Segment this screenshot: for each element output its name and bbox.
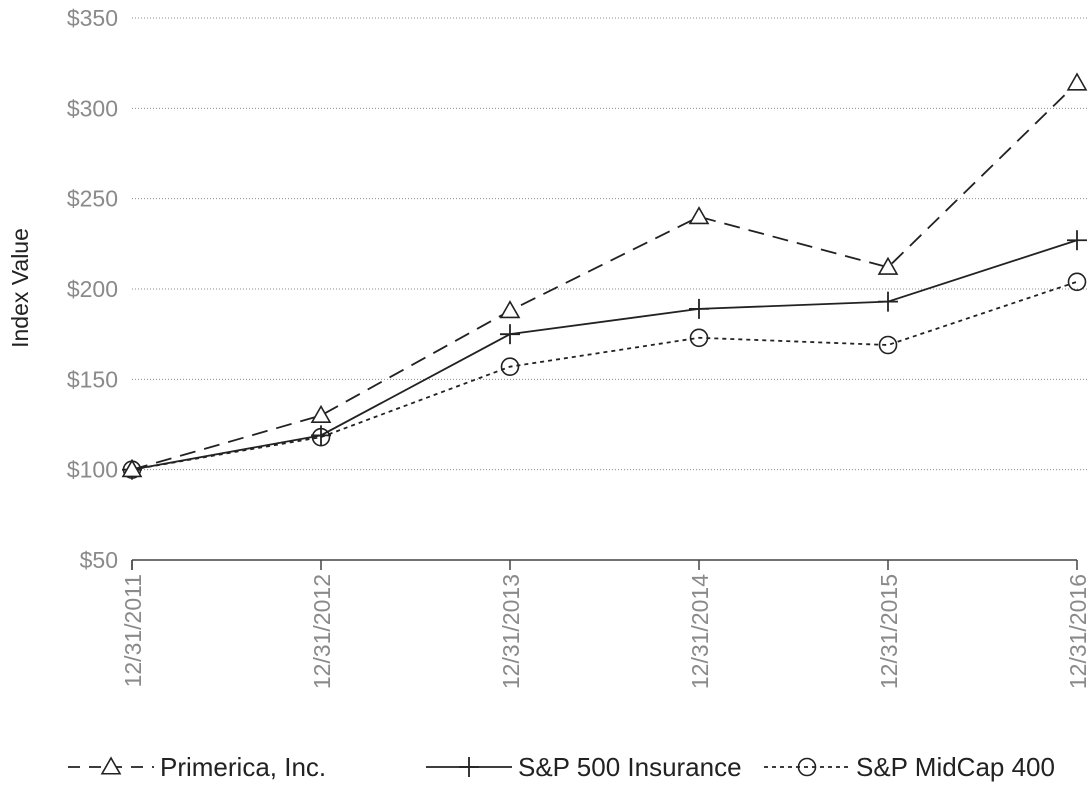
data-point-triangle: [877, 256, 899, 275]
data-point-plus: [311, 425, 331, 446]
x-tick-label: 12/31/2015: [876, 574, 902, 689]
x-tick-label: 12/31/2014: [687, 574, 713, 689]
series-line-plus: [131, 239, 1078, 471]
legend-marker-triangle: [100, 756, 122, 775]
axes: [131, 559, 1078, 570]
data-point-circle: [689, 328, 709, 348]
x-tick-label: 12/31/2012: [309, 574, 335, 689]
data-point-circle: [500, 357, 520, 376]
data-point-triangle: [499, 300, 521, 319]
y-tick-label: $150: [67, 366, 118, 392]
data-point-triangle: [121, 459, 143, 478]
y-axis-title: Index Value: [7, 228, 33, 348]
y-tick-label: $100: [67, 457, 118, 483]
legend-marker-plus: [459, 757, 479, 777]
data-point-circle: [1067, 272, 1087, 292]
y-tick-label: $200: [67, 276, 118, 302]
data-point-plus: [1067, 230, 1087, 251]
y-tick-label: $250: [67, 186, 118, 212]
legend-label: S&P 500 Insurance: [518, 752, 742, 782]
data-point-plus: [878, 291, 898, 312]
x-tick-label: 12/31/2016: [1065, 574, 1091, 689]
y-tick-label: $300: [67, 95, 118, 121]
series-line-triangle: [131, 82, 1078, 471]
legend-marker-circle: [797, 757, 817, 777]
legend-label: S&P MidCap 400: [856, 752, 1055, 782]
y-tick-label: $350: [67, 5, 118, 31]
gridlines: [132, 17, 1089, 471]
x-tick-label: 12/31/2013: [498, 574, 524, 689]
data-point-triangle: [1066, 72, 1088, 91]
data-point-plus: [689, 298, 709, 319]
data-point-triangle: [688, 206, 710, 225]
legend-label: Primerica, Inc.: [160, 752, 326, 782]
series-line-circle: [131, 280, 1078, 471]
data-point-plus: [500, 324, 520, 345]
tick-labels: $50 $100 $150 $200 $250 $300 $350 12/31/2011 12/…: [67, 5, 1091, 689]
series-lines: [121, 72, 1088, 480]
data-point-triangle: [310, 404, 332, 424]
legend: Primerica, Inc. S&P 500 Insurance S&P MidC…: [68, 752, 1055, 782]
data-point-circle: [878, 335, 898, 355]
x-tick-label: 12/31/2011: [120, 574, 146, 687]
y-tick-label: $50: [80, 547, 118, 573]
